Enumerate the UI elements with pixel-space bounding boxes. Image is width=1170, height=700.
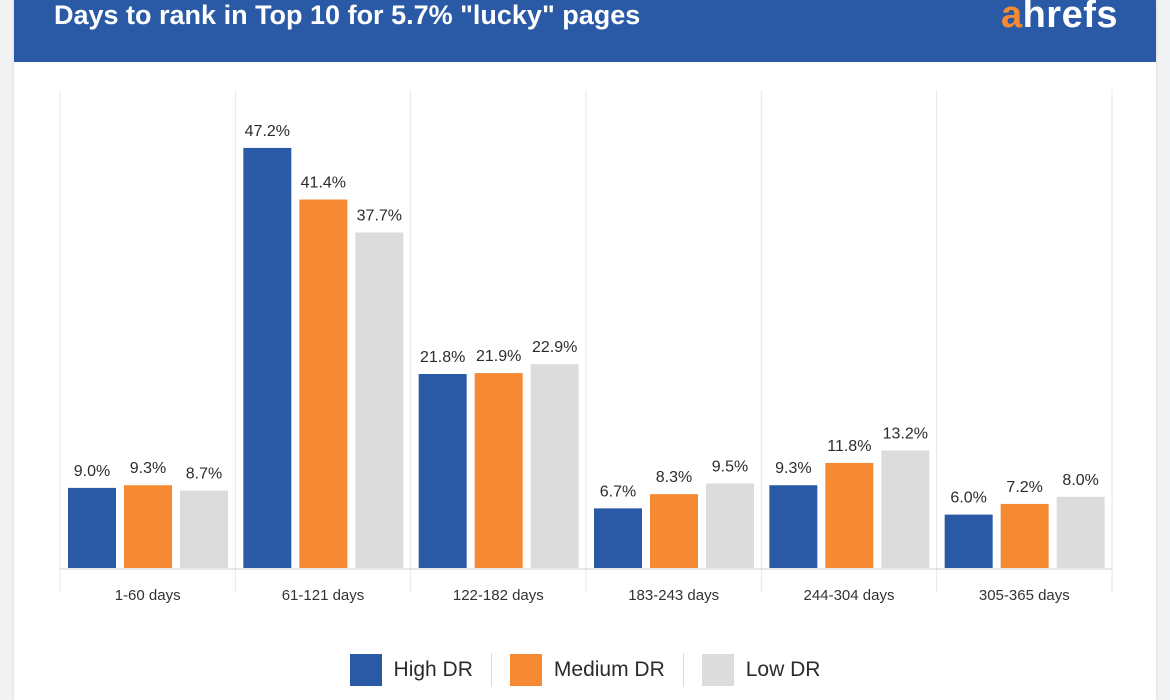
bar-low-dr [530,364,579,568]
bar-medium-dr [1000,503,1049,568]
legend-item-medium-dr: Medium DR [509,654,665,686]
bar-low-dr [706,483,754,568]
bar-medium-dr [124,485,172,568]
bar-medium-dr [299,199,348,569]
data-label: 13.2% [883,426,928,443]
legend-divider [682,653,684,687]
data-label: 8.3% [656,469,692,486]
bar-high-dr [594,508,642,568]
bar-medium-dr [474,373,523,568]
chart-header: Days to rank in Top 10 for 5.7% "lucky" … [14,0,1156,62]
bar-high-dr [769,485,818,568]
data-label: 7.2% [1006,479,1042,496]
logo-text: hrefs [1022,0,1118,36]
data-label: 6.0% [950,490,986,507]
chart-title: Days to rank in Top 10 for 5.7% "lucky" … [54,0,641,30]
x-tick-label: 183-243 days [628,587,719,604]
data-label: 47.2% [245,123,290,140]
legend-divider [490,653,492,687]
data-label: 21.8% [420,349,465,366]
legend-swatch-medium-dr [509,654,542,686]
legend-swatch-low-dr [701,654,734,686]
legend-label-medium-dr: Medium DR [553,658,665,681]
bar-low-dr [355,232,404,568]
data-label: 6.7% [600,483,636,500]
logo-letter-a: a [1000,0,1023,36]
data-label: 9.3% [775,460,811,477]
data-label: 37.7% [357,207,402,224]
bar-low-dr [180,490,228,568]
x-tick-label: 1-60 days [115,587,181,604]
legend-item-high-dr: High DR [349,654,473,686]
chart-legend: High DR Medium DR Low DR [0,650,1170,690]
data-label: 22.9% [532,339,577,356]
data-label: 11.8% [827,438,871,455]
data-label: 9.5% [712,458,748,475]
ahrefs-logo: ahrefs [1001,0,1118,37]
x-tick-label: 305-365 days [979,587,1070,604]
bar-high-dr [243,147,292,569]
data-label: 8.7% [186,466,222,483]
bar-medium-dr [650,494,698,568]
data-label: 8.0% [1062,472,1098,489]
legend-swatch-high-dr [349,654,382,686]
data-label: 21.9% [476,348,521,365]
data-label: 9.3% [130,460,166,477]
legend-label-low-dr: Low DR [745,658,821,681]
legend-item-low-dr: Low DR [701,654,821,686]
bar-low-dr [1056,496,1105,568]
x-tick-label: 244-304 days [804,587,895,604]
data-label: 9.0% [74,463,110,480]
bar-low-dr [881,450,930,568]
legend-label-high-dr: High DR [393,658,473,681]
bar-high-dr [418,373,467,568]
chart-card [14,0,1156,700]
bar-medium-dr [825,462,874,568]
bar-high-dr [944,514,993,568]
x-tick-label: 122-182 days [453,587,544,604]
bar-chart: 9.0% 9.3% 8.7% 1-60 days 47.2% 41.4% 37.7% 61-1… [59,90,1113,604]
data-label: 41.4% [301,175,346,192]
bar-high-dr [68,487,116,568]
x-tick-label: 61-121 days [282,587,365,604]
